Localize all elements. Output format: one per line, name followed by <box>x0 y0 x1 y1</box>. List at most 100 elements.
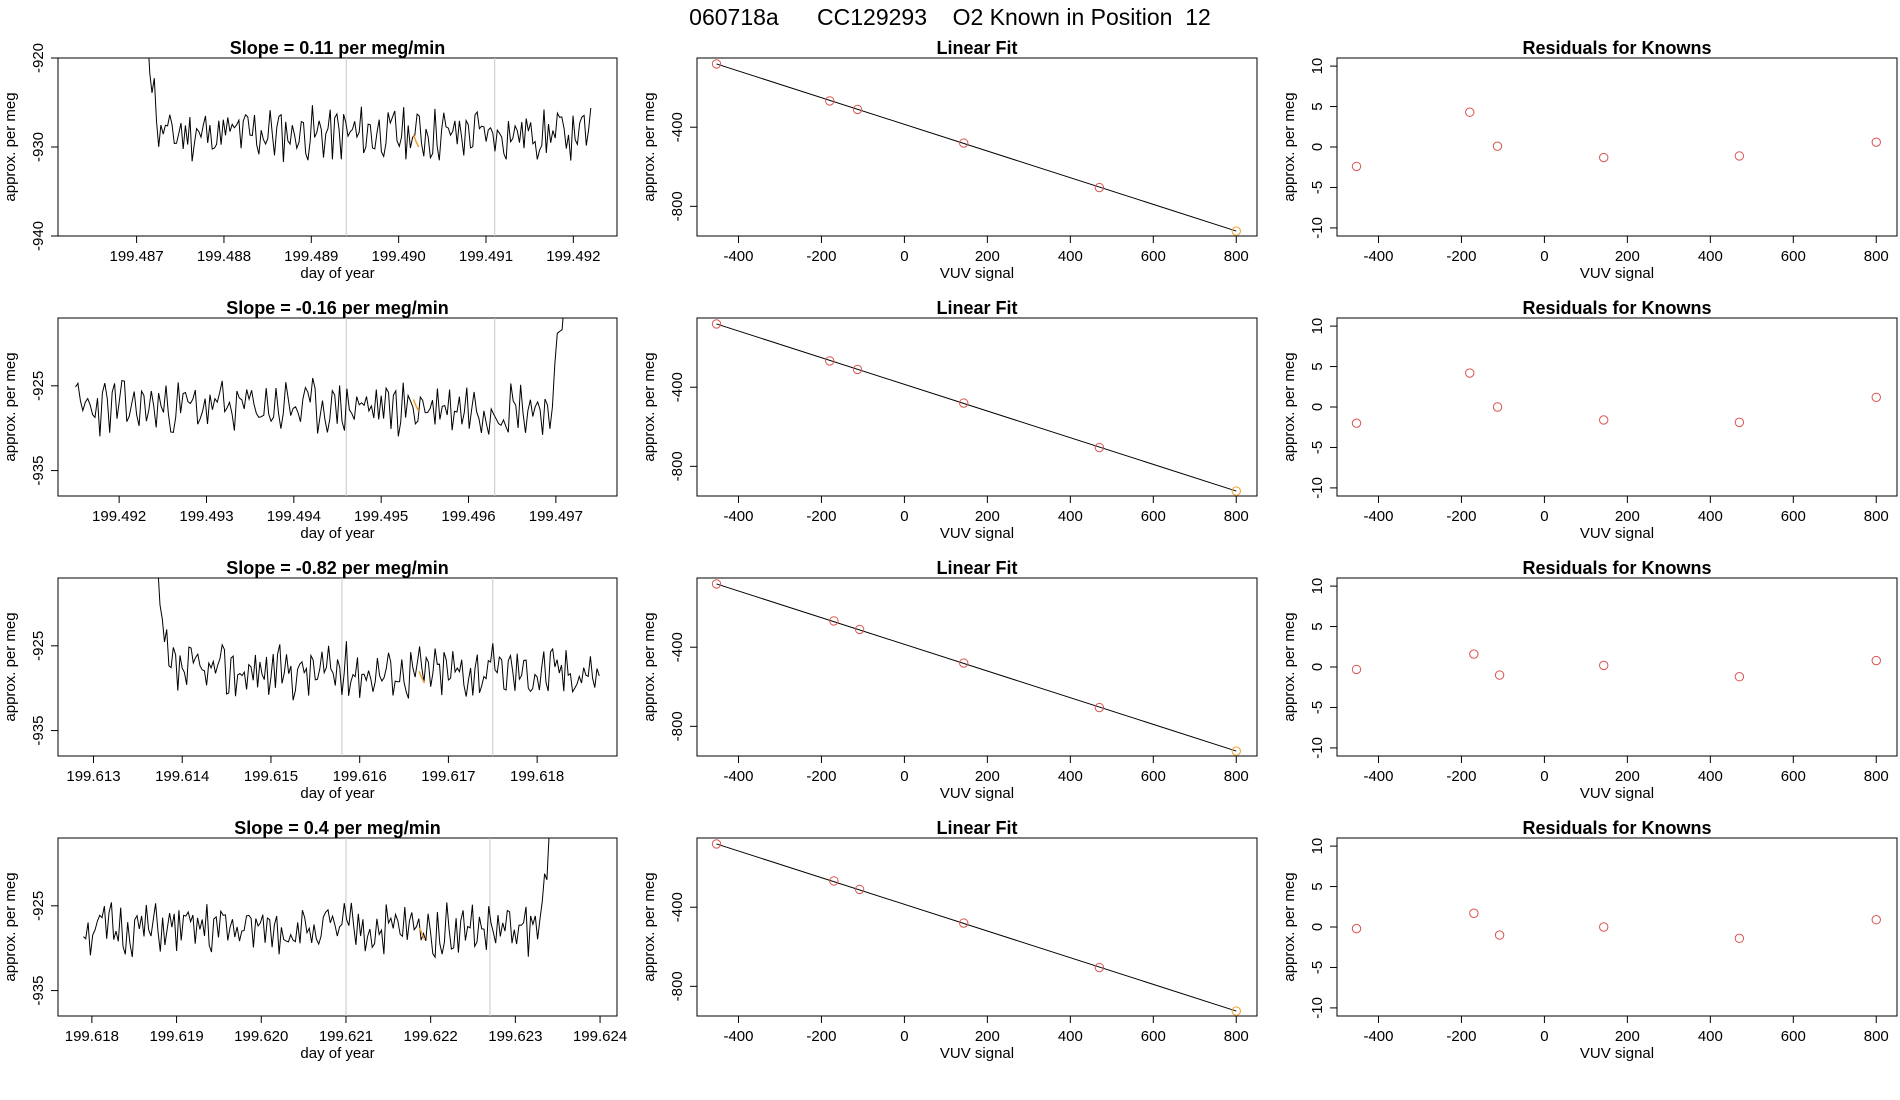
plot-area <box>75 318 564 496</box>
y-tick-label: 10 <box>1309 58 1326 75</box>
y-tick-label: -10 <box>1309 217 1326 239</box>
x-tick-label: 0 <box>1540 768 1548 785</box>
data-point <box>1734 933 1745 944</box>
x-tick-label: 800 <box>1864 508 1889 525</box>
plot-title: Slope = 0.4 per meg/min <box>234 818 441 838</box>
x-tick-label: 400 <box>1698 508 1723 525</box>
x-tick-label: 200 <box>1615 768 1640 785</box>
data-point <box>1492 141 1503 151</box>
y-tick-label: -935 <box>30 716 47 746</box>
data-point <box>1599 660 1609 671</box>
highlight-point <box>418 670 426 684</box>
x-tick-label: 199.494 <box>267 508 321 525</box>
x-tick-label: -400 <box>1363 768 1393 785</box>
x-tick-label: 199.623 <box>488 1028 542 1045</box>
x-tick-label: -400 <box>1363 248 1393 265</box>
x-tick-label: 0 <box>900 768 908 785</box>
x-tick-label: 0 <box>900 1028 908 1045</box>
x-tick-label: 199.491 <box>459 248 513 265</box>
x-tick-label: -200 <box>1446 508 1476 525</box>
x-tick-label: 800 <box>1864 248 1889 265</box>
data-point <box>1871 392 1881 402</box>
x-tick-label: 199.622 <box>404 1028 458 1045</box>
x-tick-label: 199.613 <box>66 768 120 785</box>
x-axis-label: VUV signal <box>940 265 1014 282</box>
y-axis-label: approx. per meg <box>641 872 658 981</box>
data-point <box>1599 922 1609 932</box>
y-tick-label: -800 <box>669 971 686 1001</box>
x-tick-label: 199.615 <box>244 768 298 785</box>
data-point <box>1494 670 1505 680</box>
plot-title: Slope = -0.16 per meg/min <box>226 298 449 318</box>
data-point <box>959 658 969 668</box>
data-point <box>1351 418 1362 428</box>
x-tick-label: 199.488 <box>197 248 251 265</box>
data-point <box>959 398 969 408</box>
data-point <box>1351 664 1362 675</box>
x-tick-label: 600 <box>1781 1028 1806 1045</box>
x-tick-label: 199.495 <box>354 508 408 525</box>
y-tick-label: -920 <box>30 43 47 73</box>
plot-title: Residuals for Knowns <box>1522 298 1711 318</box>
y-tick-label: -10 <box>1309 737 1326 759</box>
plot-title: Residuals for Knowns <box>1522 38 1711 58</box>
y-tick-label: 5 <box>1309 102 1326 110</box>
data-point <box>1599 152 1609 163</box>
y-tick-label: -800 <box>669 711 686 741</box>
time-series-row-1: Slope = 0.11 per meg/min 199.487 199.488 19… <box>2 38 618 282</box>
x-tick-label: -200 <box>1446 768 1476 785</box>
x-tick-label: 0 <box>900 248 908 265</box>
data-point <box>1231 746 1241 756</box>
plot-frame <box>696 577 1258 757</box>
data-point <box>1351 923 1362 934</box>
x-axis-label: VUV signal <box>1580 525 1654 542</box>
y-tick-label: 10 <box>1309 578 1326 595</box>
data-point <box>1871 137 1881 147</box>
y-axis-label: approx. per meg <box>1281 872 1298 981</box>
plot-area <box>148 58 592 236</box>
y-tick-label: 5 <box>1309 362 1326 370</box>
y-tick-label: -925 <box>30 891 47 921</box>
x-tick-label: 800 <box>1224 508 1249 525</box>
x-axis-label: day of year <box>300 525 374 542</box>
y-axis-label: approx. per meg <box>1281 612 1298 721</box>
y-tick-label: -10 <box>1309 477 1326 499</box>
plot-title: Linear Fit <box>936 298 1017 318</box>
linear-fit-row-1: Linear Fit -400 -200 0 200 400 600 800 -800 -400 V… <box>641 38 1258 282</box>
x-tick-label: 199.621 <box>319 1028 373 1045</box>
x-tick-label: 800 <box>1864 768 1889 785</box>
data-point <box>1094 182 1105 193</box>
data-point <box>825 356 835 366</box>
x-tick-label: 400 <box>1058 248 1083 265</box>
x-tick-label: 199.616 <box>333 768 387 785</box>
y-tick-label: -400 <box>669 632 686 662</box>
plot-area <box>711 579 1241 756</box>
x-tick-label: 600 <box>1141 1028 1166 1045</box>
x-tick-label: 800 <box>1224 248 1249 265</box>
time-series-line <box>148 58 592 163</box>
x-tick-label: 400 <box>1698 1028 1723 1045</box>
x-axis-label: day of year <box>300 265 374 282</box>
data-point <box>1465 368 1475 378</box>
x-tick-label: 600 <box>1781 508 1806 525</box>
plot-area <box>711 319 1241 496</box>
y-tick-label: -400 <box>669 892 686 922</box>
y-tick-label: -940 <box>30 221 47 251</box>
time-series-row-4: Slope = 0.4 per meg/min 199.618 199.619 199… <box>2 818 627 1062</box>
x-tick-label: 800 <box>1224 1028 1249 1045</box>
y-tick-label: 0 <box>1309 143 1326 151</box>
plot-frame <box>57 317 618 497</box>
y-tick-label: -5 <box>1309 961 1326 974</box>
y-axis-label: approx. per meg <box>1281 352 1298 461</box>
y-tick-label: -935 <box>30 976 47 1006</box>
plot-frame <box>57 837 618 1017</box>
fit-line <box>716 843 1237 1012</box>
data-point <box>852 364 863 375</box>
plot-area <box>1351 368 1881 428</box>
plot-frame <box>57 57 618 237</box>
plot-area <box>711 839 1241 1016</box>
y-tick-label: 0 <box>1309 403 1326 411</box>
residuals-row-4: Residuals for Knowns -400 -200 0 200 400 600 80… <box>1281 818 1898 1062</box>
data-point <box>1734 151 1745 161</box>
